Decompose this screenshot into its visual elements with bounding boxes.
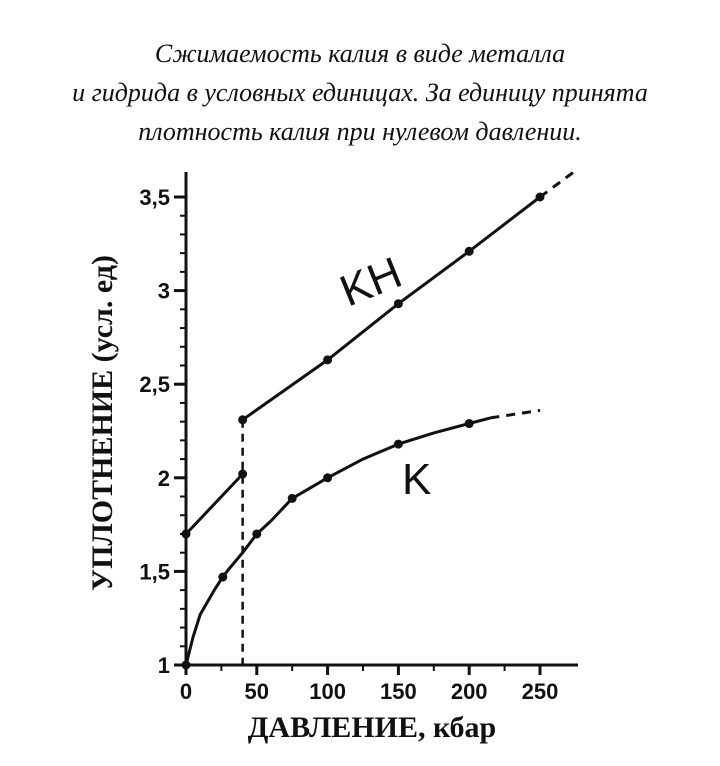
data-point-kh (238, 469, 248, 479)
series-line-kh-low (184, 473, 244, 536)
x-tick-label: 100 (309, 679, 346, 704)
data-point-k (181, 660, 191, 670)
series-label-k: K (402, 455, 431, 504)
x-tick-label: 200 (451, 679, 488, 704)
data-points (181, 192, 545, 670)
data-point-kh (323, 355, 333, 365)
y-tick-label: 3 (158, 279, 170, 304)
series-line-kh-extrapolation (539, 169, 577, 199)
y-tick-label: 1 (158, 653, 170, 678)
data-point-k (323, 473, 333, 483)
y-tick-label: 1,5 (139, 559, 170, 584)
data-point-k (287, 493, 297, 503)
x-tick-label: 250 (522, 679, 559, 704)
data-point-k (252, 529, 262, 539)
x-tick-label: 0 (180, 679, 192, 704)
y-tick-label: 2,5 (139, 372, 170, 397)
series-line-kh-high (241, 195, 541, 422)
data-point-k (393, 439, 403, 449)
y-tick-label: 3,5 (139, 185, 170, 210)
data-point-kh (393, 299, 403, 309)
caption-line-1: Сжимаемость калия в виде металла (154, 39, 566, 68)
data-point-kh (535, 192, 545, 202)
series-line-k (184, 416, 491, 666)
data-point-kh (181, 529, 191, 539)
x-axis-title: ДАВЛЕНИЕ, кбар (248, 711, 496, 744)
data-point-k (464, 419, 474, 429)
data-point-k (218, 572, 228, 582)
series-line-k-extrapolation (490, 408, 541, 420)
data-point-kh (464, 246, 474, 256)
x-tick-label: 150 (380, 679, 417, 704)
axes: 1 1,5 2 2,5 3 3,5 0 50 100 150 200 250 (139, 172, 578, 704)
caption-line-3: плотность калия при нулевом давлении. (138, 117, 582, 146)
y-axis-title: УПЛОТНЕНИЕ (усл. ед) (86, 255, 119, 591)
x-tick-label: 50 (245, 679, 269, 704)
y-tick-label: 2 (158, 466, 170, 491)
data-point-kh (238, 415, 248, 425)
caption-line-2: и гидрида в условных единицах. За единиц… (72, 78, 648, 107)
chart-caption: Сжимаемость калия в виде металла и гидри… (0, 34, 720, 151)
